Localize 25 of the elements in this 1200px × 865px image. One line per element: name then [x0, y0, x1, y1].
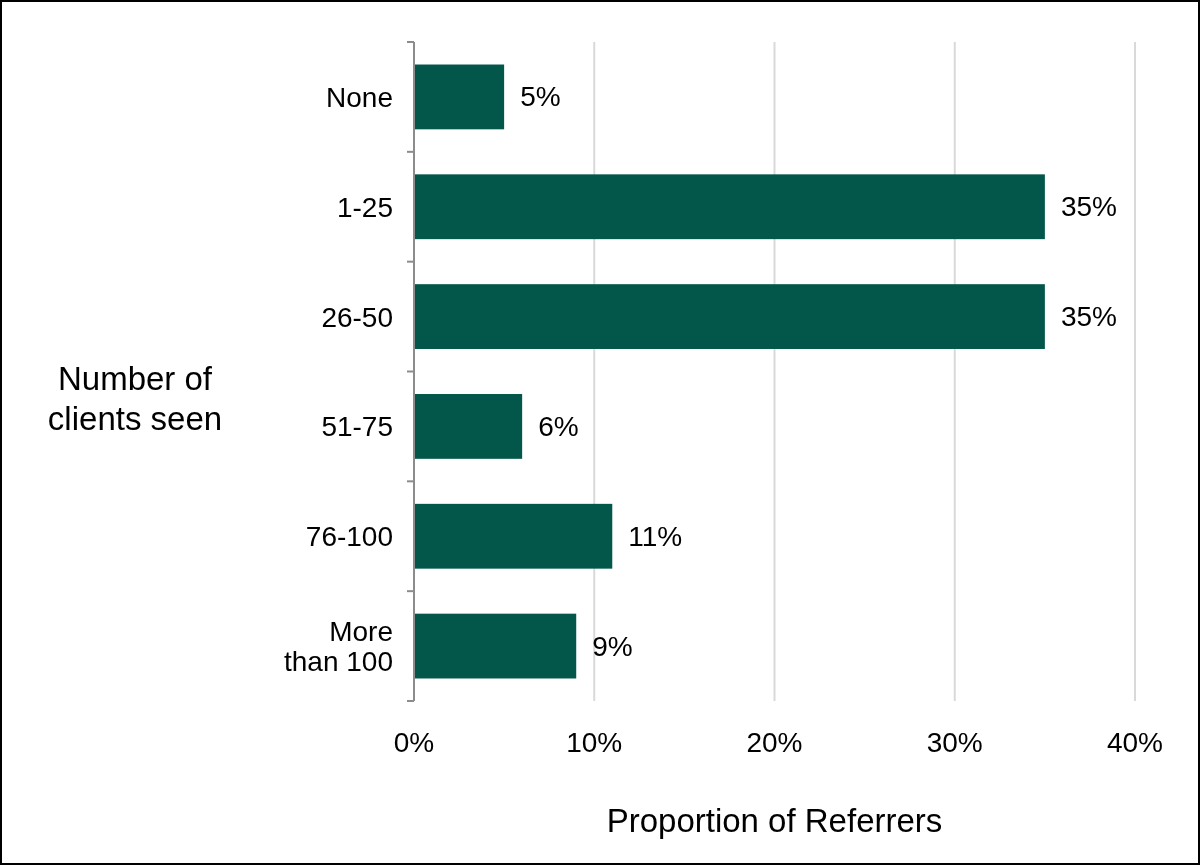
y-tick-label: None	[326, 81, 393, 113]
data-label: 35%	[1060, 301, 1117, 333]
y-tick-label: 1-25	[336, 191, 393, 223]
bar	[414, 174, 1045, 240]
bar	[414, 394, 523, 459]
x-tick-label: 30%	[926, 726, 983, 758]
data-label: 6%	[538, 410, 579, 442]
x-tick-label: 0%	[393, 726, 435, 758]
x-tick-label: 40%	[1106, 726, 1164, 758]
y-tick-label: 76-100	[305, 520, 393, 552]
x-tick-label: 10%	[566, 726, 623, 758]
x-axis-title: Proportion of Referrers	[606, 801, 943, 839]
y-axis-title: Number of clients seen	[47, 359, 223, 437]
y-tick-label: More than 100	[284, 615, 393, 677]
data-label: 35%	[1060, 191, 1117, 223]
bar	[414, 64, 505, 130]
bar	[414, 503, 613, 569]
data-label: 9%	[592, 630, 633, 662]
y-tick-label: 51-75	[321, 410, 393, 442]
data-label: 11%	[628, 520, 683, 552]
bar	[414, 613, 577, 679]
y-tick-label: 26-50	[321, 301, 393, 333]
x-tick-label: 20%	[746, 726, 803, 758]
bar	[414, 284, 1045, 349]
data-label: 5%	[520, 81, 561, 113]
